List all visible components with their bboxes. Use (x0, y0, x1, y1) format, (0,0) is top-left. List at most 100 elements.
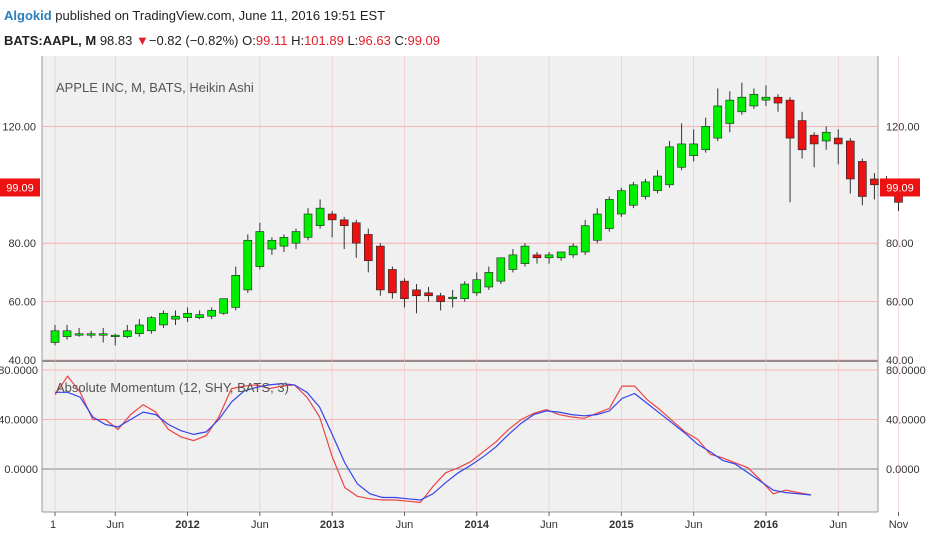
last-price-tag-right (880, 178, 920, 197)
candle-body (436, 295, 445, 302)
candle-body (821, 131, 831, 142)
price-left-tick-label: 60.00 (8, 297, 36, 309)
candle-body (50, 330, 60, 343)
candle-body (460, 283, 470, 299)
time-tick-label: Jun (396, 519, 414, 531)
published-text: published on TradingView.com, June 11, 2… (55, 8, 386, 23)
close-label: C: (394, 33, 408, 48)
candle-body (568, 245, 578, 256)
price-right-tick-label: 120.00 (886, 121, 920, 133)
candle-body (135, 324, 144, 335)
candle-body (62, 330, 72, 337)
momentum-left-tick-label: 40.0000 (0, 415, 38, 427)
price-change: −0.82 (−0.82%) (148, 33, 239, 48)
price-pane-title: APPLE INC, M, BATS, Heikin Ashi (56, 80, 254, 95)
candle-body (749, 93, 759, 107)
candle-body (556, 251, 566, 259)
candle-body (147, 317, 156, 332)
momentum-line-blue (55, 382, 812, 501)
candle-body (243, 239, 253, 291)
candle-body (833, 137, 843, 145)
candle-body (629, 184, 638, 206)
open-value: 99.11 (255, 33, 288, 48)
candle-body (327, 213, 337, 221)
candle-body (424, 292, 433, 297)
publish-info: Algokid published on TradingView.com, Ju… (4, 8, 385, 23)
price-left-tick-label: 40.00 (8, 355, 36, 367)
candle-body (617, 190, 626, 215)
candle-body (231, 275, 241, 308)
candle-body (448, 296, 457, 300)
last-price: 98.83 (99, 33, 133, 48)
momentum-left-tick-label: 0.0000 (4, 464, 38, 476)
price-left-tick-label: 120.00 (2, 121, 36, 133)
candle-body (845, 140, 855, 180)
time-tick-label: 2015 (609, 519, 633, 531)
price-right-tick-label: 80.00 (886, 238, 914, 250)
symbol-name[interactable]: BATS:AAPL, M (4, 33, 97, 48)
candle-body (689, 143, 698, 156)
candle-body (713, 105, 723, 139)
time-tick-label: 2016 (754, 519, 778, 531)
candle-body (183, 312, 192, 318)
candle-body (363, 234, 373, 262)
low-value: 96.63 (358, 33, 391, 48)
candle-body (303, 213, 313, 238)
candle-body (412, 289, 421, 297)
candle-body (532, 254, 542, 259)
momentum-series (54, 375, 812, 504)
candle-body (351, 222, 361, 244)
candle-body (400, 280, 409, 299)
candle-body (677, 143, 686, 168)
candle-body (159, 312, 168, 326)
candle-body (520, 245, 530, 264)
candle-body (725, 99, 735, 124)
high-label: H: (291, 33, 305, 48)
time-tick-label: Jun (685, 519, 703, 531)
price-left-tick-label: 80.00 (8, 238, 36, 250)
candle-body (86, 333, 96, 336)
candle-body (496, 257, 506, 282)
momentum-line-red (54, 375, 812, 504)
time-tick-label: 2012 (175, 519, 199, 531)
candle-body (858, 161, 867, 197)
candle-body (604, 199, 614, 229)
momentum-right-tick-label: 80.0000 (886, 365, 926, 377)
price-right-tick-label: 60.00 (886, 297, 914, 309)
candle-body (339, 219, 349, 226)
axis-labels: 40.00 40.00 60.00 60.00 80.00 80.00 120.00 120.… (0, 121, 926, 531)
time-tick-label: 2014 (465, 519, 490, 531)
candle-series (50, 82, 915, 346)
candle-body (279, 237, 289, 247)
time-tick-label: Jun (251, 519, 269, 531)
candle-body (773, 96, 783, 104)
chart-header: Algokid published on TradingView.com, Ju… (0, 0, 932, 56)
time-tick-label: Jun (829, 519, 847, 531)
candle-body (255, 231, 265, 267)
price-right-tick-label: 40.00 (886, 355, 914, 367)
candle-body (665, 146, 674, 186)
candle-body (219, 298, 228, 314)
candle-body (267, 239, 277, 250)
candle-body (592, 213, 602, 241)
candle-body (388, 269, 397, 294)
candle-body (171, 315, 180, 320)
last-price-tag-right-label: 99.09 (886, 182, 914, 194)
momentum-pane-title: Absolute Momentum (12, SHY, BATS, 3) (56, 380, 289, 395)
candle-body (207, 310, 216, 317)
candle-body (641, 181, 650, 197)
candle-body (508, 254, 518, 270)
candle-body (291, 231, 301, 244)
author-link[interactable]: Algokid (4, 8, 52, 23)
candle-body (472, 279, 482, 294)
last-price-tag-left (0, 178, 40, 197)
momentum-left-tick-label: 80.0000 (0, 365, 38, 377)
candle-body (870, 178, 879, 186)
candle-body (785, 99, 795, 139)
momentum-right-tick-label: 40.0000 (886, 415, 926, 427)
high-value: 101.89 (304, 33, 344, 48)
down-arrow-icon: ▼ (136, 33, 149, 48)
symbol-info: BATS:AAPL, M 98.83 ▼−0.82 (−0.82%) O:99.… (4, 33, 440, 48)
time-tick-label: Jun (540, 519, 558, 531)
